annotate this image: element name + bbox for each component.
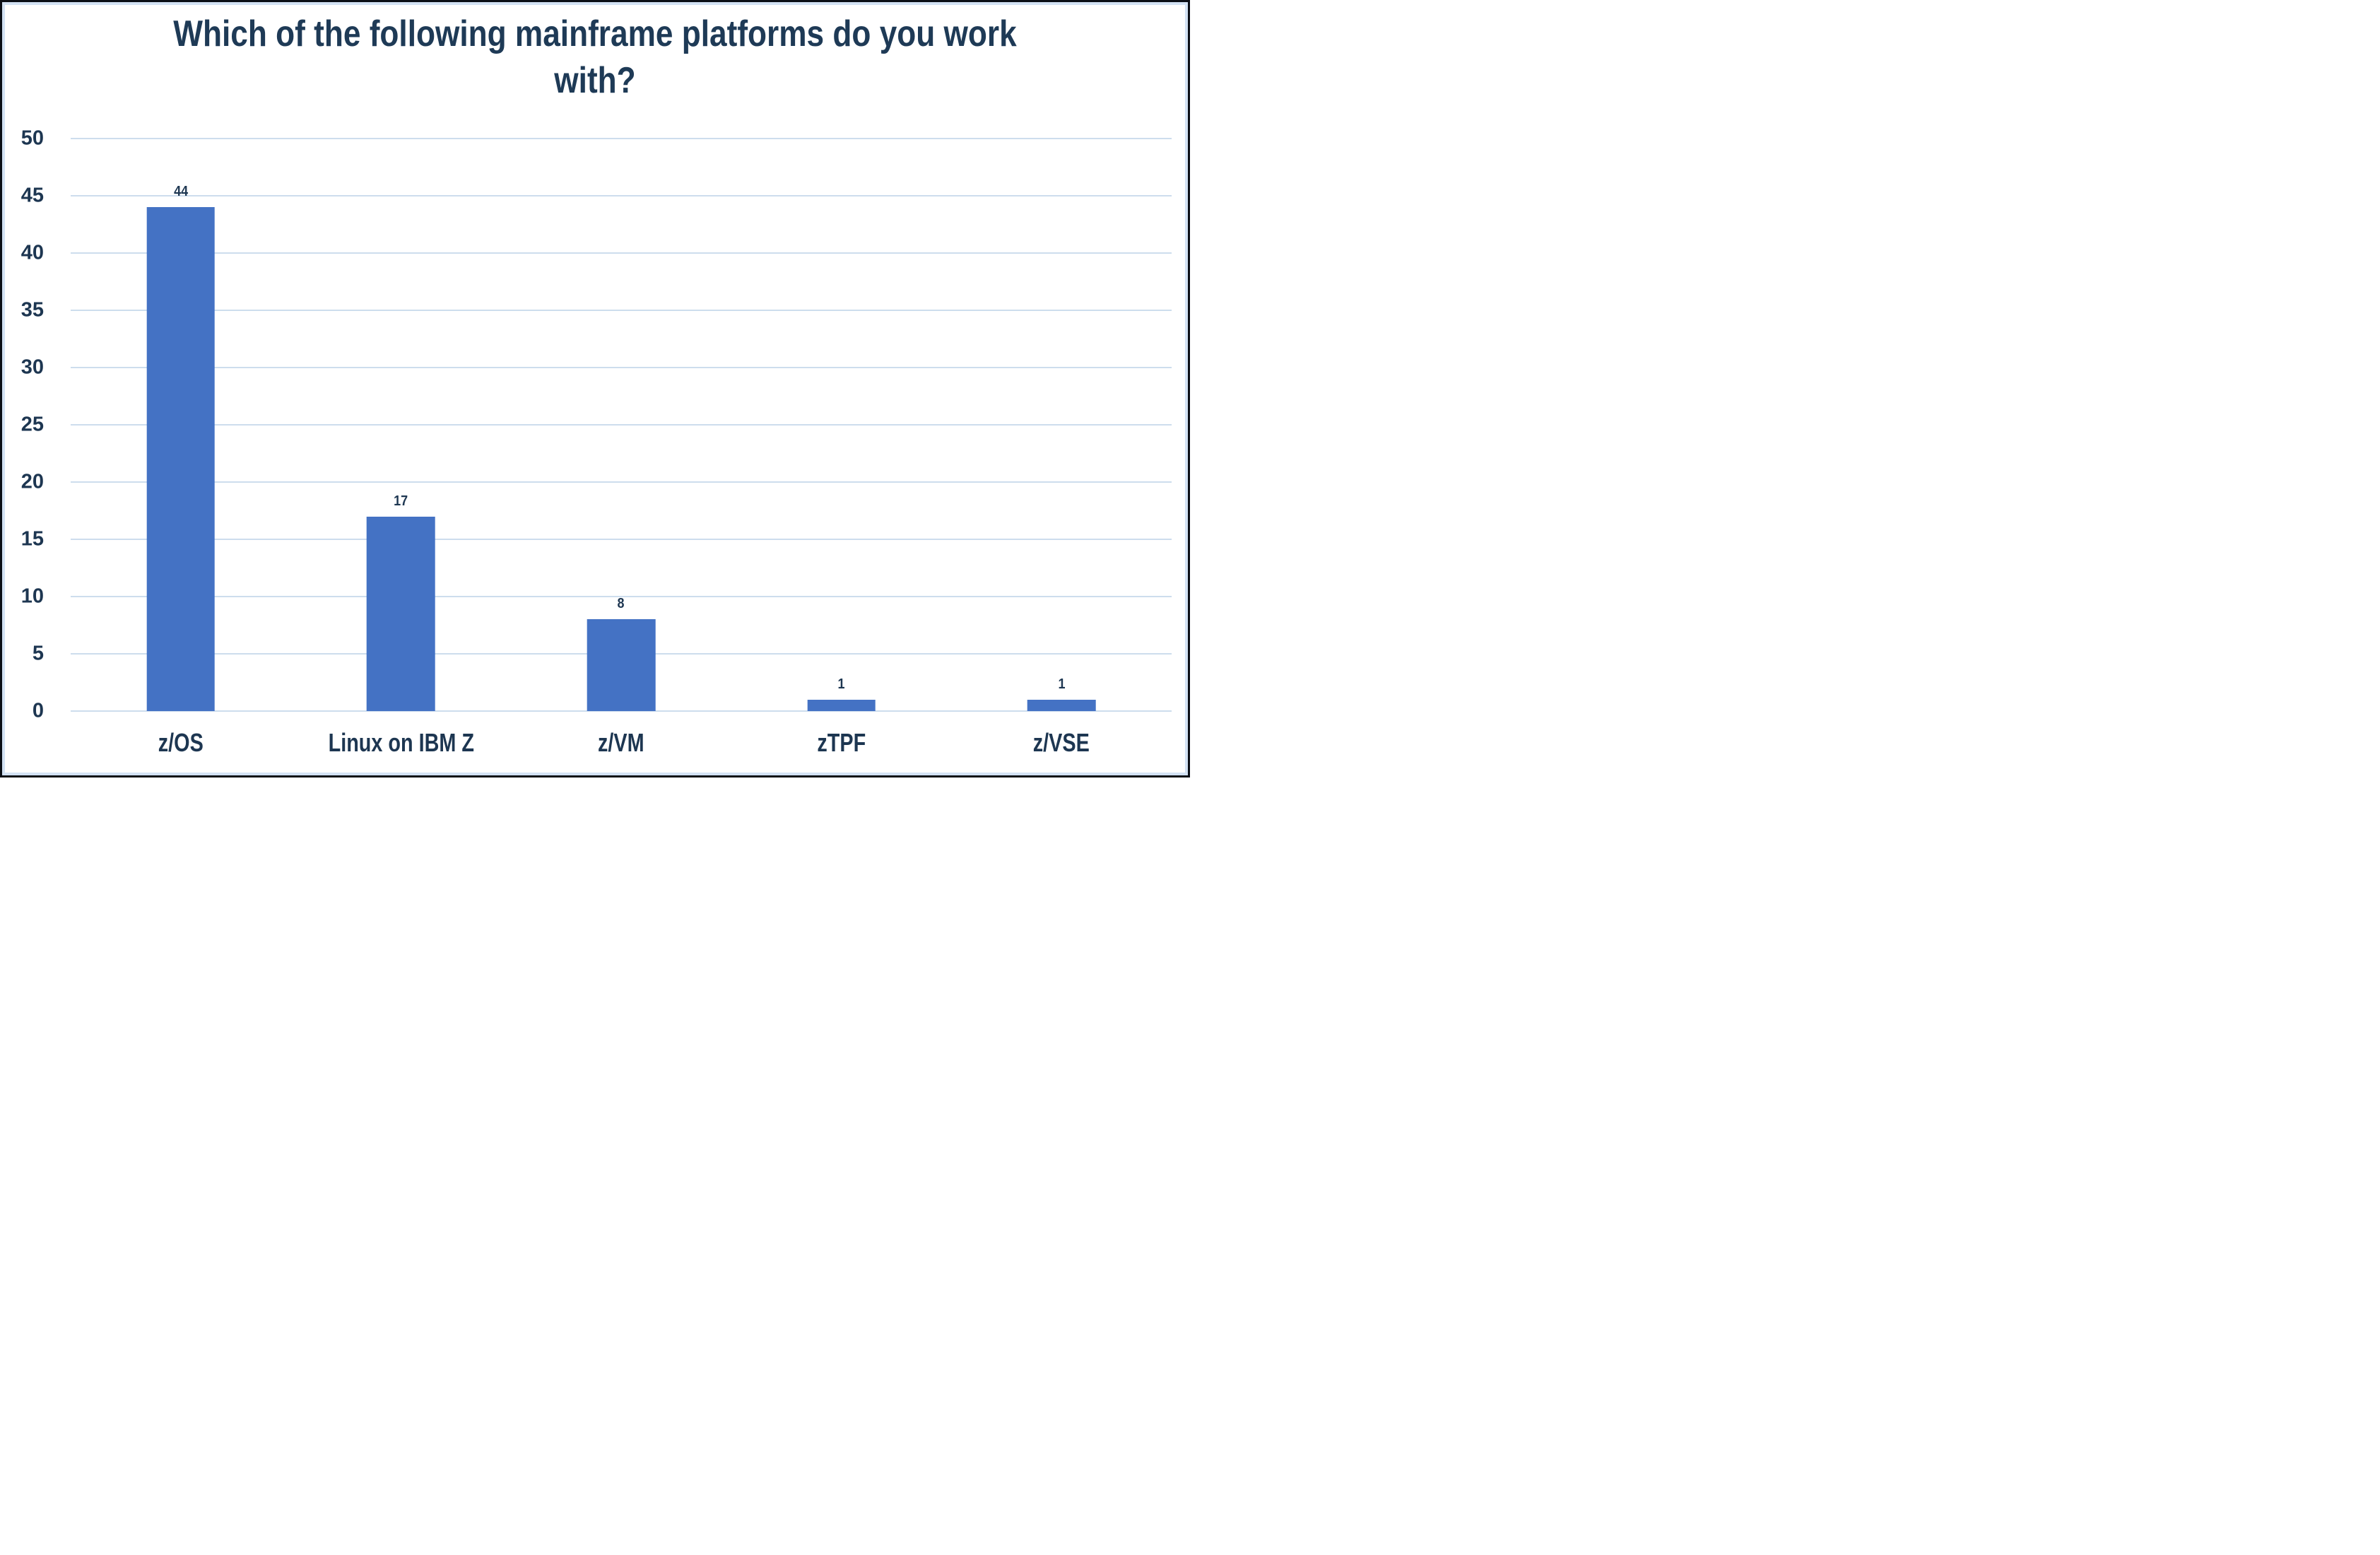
- bar-value-label-z-vm: 8: [511, 597, 731, 611]
- bar-slot-z-vse: 1: [951, 139, 1172, 711]
- y-tick-label-0: 0: [32, 699, 44, 722]
- chart-title-line-1: Which of the following mainframe platfor…: [173, 13, 1017, 54]
- bar-value-text-z-vm: 8: [617, 596, 625, 612]
- gridline-15: [71, 539, 1172, 540]
- y-tick-label-35: 35: [20, 298, 44, 322]
- bar-value-label-z-vse: 1: [951, 677, 1172, 691]
- y-tick-label-45: 45: [20, 184, 44, 207]
- gridline-35: [71, 310, 1172, 311]
- bar-value-label-linux-on-ibm-z: 17: [291, 494, 512, 508]
- x-category-label-ztpf: zTPF: [817, 728, 866, 757]
- y-tick-label-50: 50: [20, 127, 44, 150]
- y-tick-label-40: 40: [20, 241, 44, 264]
- gridline-10: [71, 596, 1172, 597]
- chart-title-line-2: with?: [554, 60, 636, 101]
- gridline-0: [71, 710, 1172, 712]
- bar-z-vse: [1027, 699, 1096, 711]
- gridline-40: [71, 252, 1172, 254]
- y-tick-label-5: 5: [32, 642, 44, 665]
- bar-value-label-ztpf: 1: [731, 677, 952, 691]
- bar-value-text-z-vse: 1: [1058, 676, 1066, 692]
- gridline-45: [71, 195, 1172, 196]
- bar-slot-ztpf: 1: [731, 139, 952, 711]
- bar-slot-z-vm: 8: [511, 139, 731, 711]
- gridline-50: [71, 138, 1172, 139]
- y-tick-label-10: 10: [20, 585, 44, 608]
- x-category-label-z-os: z/OS: [158, 728, 204, 757]
- y-tick-label-25: 25: [20, 413, 44, 436]
- x-category-label-linux-on-ibm-z: Linux on IBM Z: [328, 728, 474, 757]
- bar-z-os: [146, 207, 216, 711]
- y-tick-label-20: 20: [20, 470, 44, 493]
- chart-frame: Which of the following mainframe platfor…: [0, 0, 1190, 778]
- chart-title: Which of the following mainframe platfor…: [2, 11, 1188, 104]
- gridline-30: [71, 367, 1172, 368]
- bar-value-label-z-os: 44: [71, 184, 291, 199]
- plot-area: 44 17 8 1 1: [71, 138, 1172, 712]
- bar-value-text-ztpf: 1: [837, 676, 845, 692]
- y-tick-label-30: 30: [20, 356, 44, 379]
- bar-value-text-linux-on-ibm-z: 17: [394, 493, 408, 509]
- x-category-label-z-vse: z/VSE: [1033, 728, 1090, 757]
- y-tick-label-15: 15: [20, 527, 44, 551]
- gridline-25: [71, 424, 1172, 426]
- y-axis: 0 5 10 15 20 25 30 35 40 45 50: [2, 128, 44, 721]
- bar-linux-on-ibm-z: [367, 516, 435, 711]
- bar-slot-linux-on-ibm-z: 17: [291, 139, 512, 711]
- gridline-20: [71, 481, 1172, 483]
- x-axis: z/OS Linux on IBM Z z/VM zTPF z/VSE: [71, 720, 1172, 765]
- bar-series: 44 17 8 1 1: [71, 139, 1172, 711]
- x-category-label-z-vm: z/VM: [598, 728, 644, 757]
- bar-value-text-z-os: 44: [173, 184, 188, 200]
- bar-z-vm: [587, 619, 656, 711]
- bar-ztpf: [807, 699, 876, 711]
- bar-slot-z-os: 44: [71, 139, 291, 711]
